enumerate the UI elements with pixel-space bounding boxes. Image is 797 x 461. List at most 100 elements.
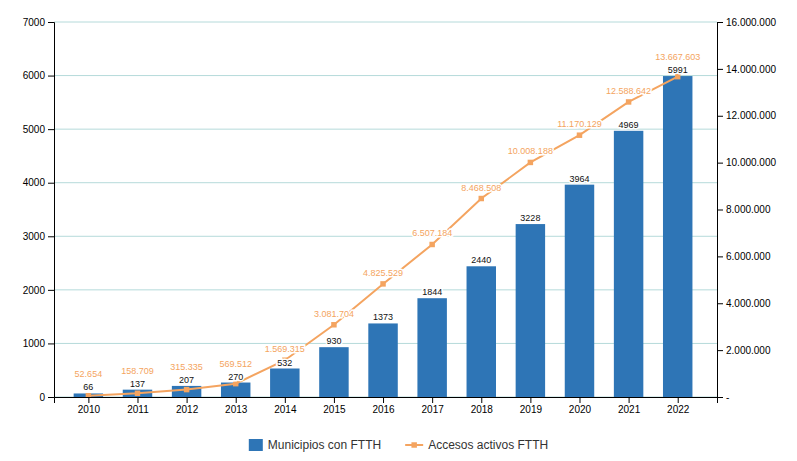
y2-tick-label: - bbox=[726, 392, 729, 403]
axis-line bbox=[718, 23, 724, 398]
y2-tick-mark bbox=[717, 397, 723, 398]
marker bbox=[233, 381, 238, 386]
grid-line bbox=[54, 129, 717, 130]
y2-tick-label: 10.000.000 bbox=[726, 157, 776, 168]
line-label: 1.569.315 bbox=[265, 344, 305, 354]
line-label: 8.468.508 bbox=[461, 183, 501, 193]
bar bbox=[663, 76, 692, 397]
x-tick: 2019 bbox=[520, 397, 543, 415]
marker bbox=[135, 391, 140, 396]
axis-line bbox=[48, 23, 55, 398]
y-tick: 1000 bbox=[23, 338, 54, 349]
y2-tick-label: 4.000.000 bbox=[726, 298, 771, 309]
y-tick: 6000 bbox=[23, 70, 54, 81]
bar bbox=[516, 224, 545, 397]
marker bbox=[626, 99, 631, 104]
y2-axis: - 2.000.000 4.000.000 6.000.000 8.000.000 10.… bbox=[717, 17, 776, 403]
x-tick: 2018 bbox=[471, 397, 494, 415]
y-tick: 5000 bbox=[23, 124, 54, 135]
x-tick: 2012 bbox=[176, 397, 199, 415]
marker bbox=[577, 132, 582, 137]
bar-label: 270 bbox=[228, 372, 243, 382]
x-axis: 2010201120122013201420152016201720182019… bbox=[55, 397, 718, 415]
x-tick-mark bbox=[137, 397, 138, 403]
y2-tick-label: 6.000.000 bbox=[726, 251, 771, 262]
x-tick-label: 2017 bbox=[422, 404, 445, 415]
markers bbox=[86, 74, 681, 397]
bar-label: 3964 bbox=[569, 174, 589, 184]
grid bbox=[54, 22, 717, 397]
line-label: 6.507.184 bbox=[412, 228, 452, 238]
y2-tick: 8.000.000 bbox=[717, 204, 771, 215]
bar bbox=[565, 185, 594, 397]
y2-tick-mark bbox=[717, 22, 723, 23]
x-tick-label: 2020 bbox=[569, 404, 592, 415]
bar bbox=[614, 131, 643, 397]
line-label: 569.512 bbox=[219, 359, 252, 369]
legend: Municipios con FTTH Accesos activos FTTH bbox=[249, 438, 548, 452]
y-tick: 3000 bbox=[23, 231, 54, 242]
bar-label: 1844 bbox=[422, 287, 442, 297]
bar bbox=[319, 347, 348, 397]
legend-swatch bbox=[249, 439, 263, 451]
x-tick: 2013 bbox=[225, 397, 248, 415]
line-label: 315.335 bbox=[170, 362, 203, 372]
y2-tick: 6.000.000 bbox=[717, 251, 771, 262]
x-tick-mark bbox=[285, 397, 286, 403]
y2-tick-mark bbox=[717, 163, 723, 164]
y-tick-label: 6000 bbox=[23, 70, 46, 81]
y2-tick: 2.000.000 bbox=[717, 345, 771, 356]
x-tick-mark bbox=[88, 397, 89, 403]
bar-label: 207 bbox=[179, 375, 194, 385]
bars bbox=[74, 76, 693, 397]
y-tick: 7000 bbox=[23, 17, 54, 28]
y2-tick: - bbox=[717, 392, 729, 403]
plot-area bbox=[74, 74, 693, 397]
x-tick: 2010 bbox=[78, 397, 101, 415]
y2-tick-mark bbox=[717, 210, 723, 211]
x-tick-label: 2021 bbox=[618, 404, 641, 415]
y-tick-label: 7000 bbox=[23, 17, 46, 28]
line-label: 4.825.529 bbox=[363, 268, 403, 278]
marker bbox=[184, 387, 189, 392]
bar-label: 930 bbox=[326, 336, 341, 346]
x-tick-label: 2016 bbox=[372, 404, 395, 415]
x-tick-mark bbox=[629, 397, 630, 403]
y-tick-mark bbox=[48, 290, 54, 291]
bar bbox=[467, 266, 496, 397]
x-tick-label: 2012 bbox=[176, 404, 199, 415]
y2-tick: 10.000.000 bbox=[717, 157, 776, 168]
x-tick-label: 2018 bbox=[471, 404, 494, 415]
y-tick-label: 2000 bbox=[23, 285, 46, 296]
y2-tick-mark bbox=[717, 69, 723, 70]
x-tick: 2020 bbox=[569, 397, 592, 415]
line-label: 12.588.642 bbox=[606, 86, 651, 96]
bar-label: 4969 bbox=[619, 120, 639, 130]
line-label: 3.081.704 bbox=[314, 309, 354, 319]
y-tick-mark bbox=[48, 22, 54, 23]
bar-label: 137 bbox=[130, 379, 145, 389]
marker bbox=[331, 322, 336, 327]
x-tick-mark bbox=[432, 397, 433, 403]
y2-tick-mark bbox=[717, 303, 723, 304]
y-tick-mark bbox=[48, 397, 54, 398]
y-tick-mark bbox=[48, 183, 54, 184]
legend-item: Accesos activos FTTH bbox=[405, 438, 548, 452]
line-label: 13.667.603 bbox=[655, 52, 700, 62]
y-tick-label: 4000 bbox=[23, 177, 46, 188]
bar bbox=[270, 369, 299, 398]
x-tick-mark bbox=[579, 397, 580, 403]
y2-tick-mark bbox=[717, 116, 723, 117]
x-tick-label: 2019 bbox=[520, 404, 543, 415]
x-tick: 2014 bbox=[274, 397, 297, 415]
bar-label: 3228 bbox=[520, 213, 540, 223]
y-tick-mark bbox=[48, 236, 54, 237]
y2-tick-mark bbox=[717, 256, 723, 257]
y2-tick-label: 16.000.000 bbox=[726, 17, 776, 28]
y-tick-label: 3000 bbox=[23, 231, 46, 242]
legend-item: Municipios con FTTH bbox=[249, 438, 381, 452]
bar-label: 1373 bbox=[373, 312, 393, 322]
y2-tick-label: 12.000.000 bbox=[726, 110, 776, 121]
line-label: 158.709 bbox=[121, 366, 154, 376]
y2-tick: 16.000.000 bbox=[717, 17, 776, 28]
